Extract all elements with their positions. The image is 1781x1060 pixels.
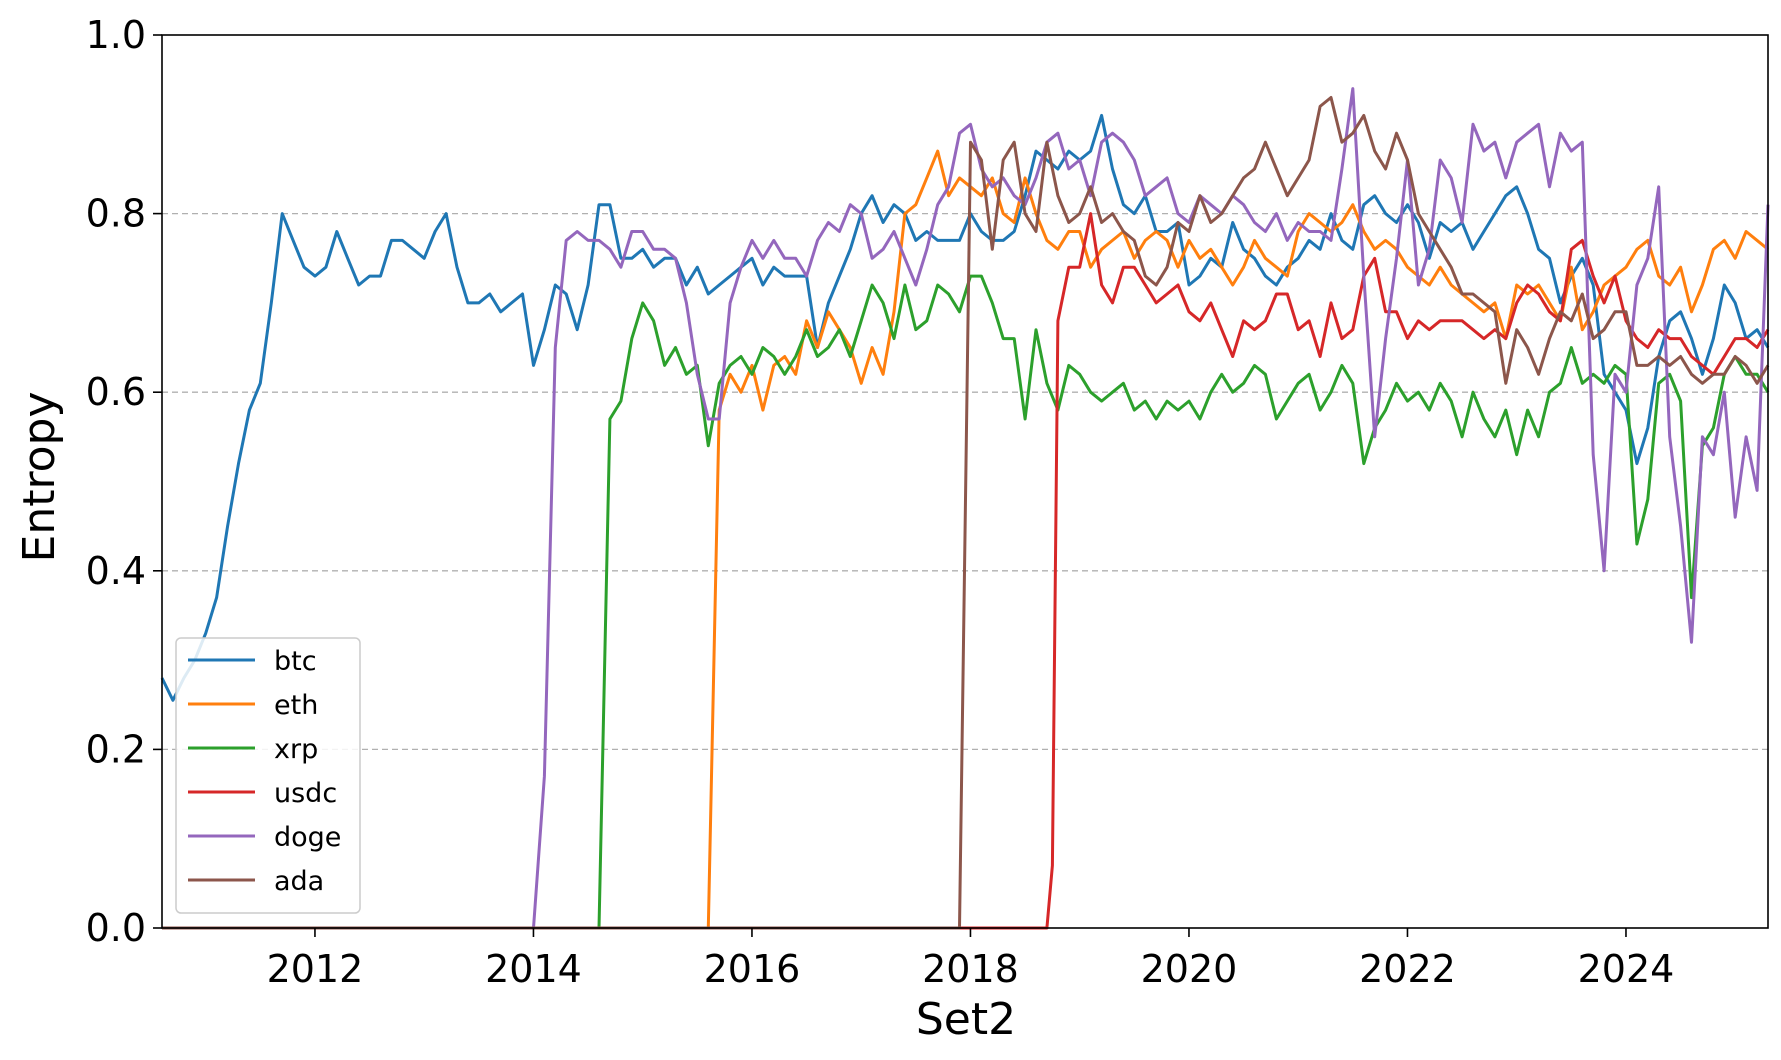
- y-tick-label: 0.6: [86, 370, 146, 414]
- x-axis-title: Set2: [916, 994, 1016, 1045]
- y-tick-label: 0.2: [86, 727, 146, 771]
- plot-area-frame: [161, 34, 1769, 929]
- y-axis-ticks: 0.0 0.2 0.4 0.6 0.8 1.0: [86, 13, 162, 950]
- y-tick-label: 0.0: [86, 906, 146, 950]
- x-tick-label: 2016: [704, 947, 801, 991]
- x-tick-label: 2022: [1359, 947, 1456, 991]
- series-line-btc: [160, 113, 1770, 702]
- y-tick-label: 0.4: [86, 549, 146, 593]
- legend-box: [175, 637, 361, 914]
- series-line-usdc: [162, 212, 1770, 930]
- y-tick-label: 0.8: [86, 192, 146, 236]
- legend-label-doge: doge: [274, 822, 341, 853]
- x-tick-label: 2012: [267, 947, 364, 991]
- x-tick-label: 2018: [922, 947, 1019, 991]
- legend-label-ada: ada: [274, 866, 324, 897]
- legend: btc eth xrp usdc doge ada: [175, 637, 361, 914]
- series-lines: [160, 87, 1770, 930]
- series-line-ada: [162, 96, 1770, 930]
- x-tick-label: 2020: [1141, 947, 1238, 991]
- series-line-xrp: [162, 274, 1770, 930]
- x-tick-label: 2014: [485, 947, 582, 991]
- x-tick-label: 2024: [1578, 947, 1675, 991]
- x-axis-ticks: 2012 2014 2016 2018 2020 2022 2024: [267, 928, 1675, 991]
- y-tick-label: 1.0: [86, 13, 146, 57]
- y-axis-title: Entropy: [14, 392, 65, 563]
- legend-label-usdc: usdc: [274, 778, 337, 809]
- legend-label-xrp: xrp: [274, 734, 318, 765]
- legend-label-btc: btc: [274, 646, 317, 677]
- legend-label-eth: eth: [274, 690, 318, 721]
- series-line-doge: [162, 87, 1770, 930]
